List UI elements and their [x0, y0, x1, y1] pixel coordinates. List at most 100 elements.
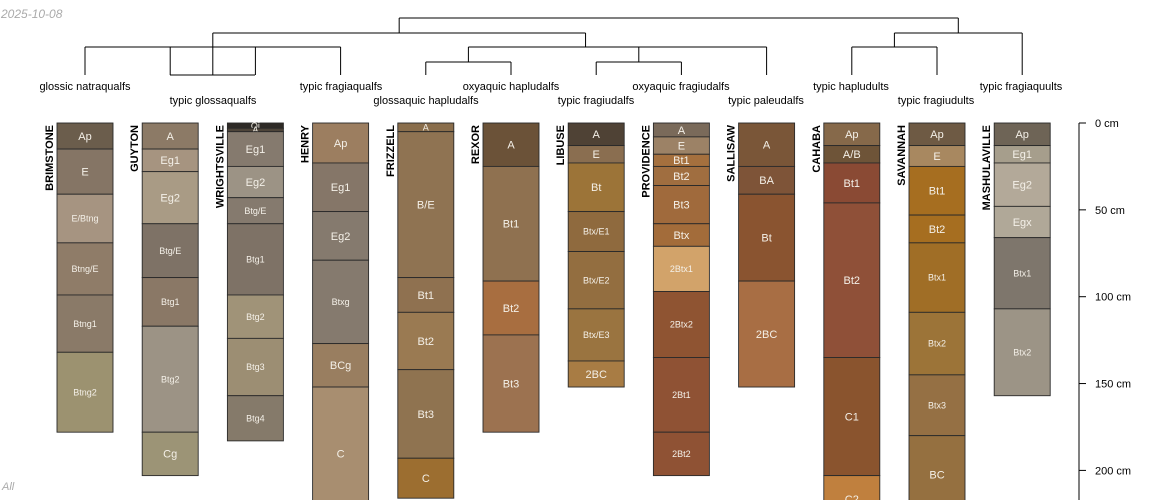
profile-name: BRIMSTONE: [44, 125, 56, 191]
horizon-ap: [312, 122, 370, 164]
horizon-eg1: [312, 162, 370, 213]
horizon-egx: [993, 205, 1051, 239]
taxon-label: oxyaquic hapludalfs: [463, 81, 560, 93]
horizon-a: [482, 122, 540, 167]
horizon-label: Btx1: [1013, 268, 1031, 278]
profile-name: PROVIDENCE: [640, 125, 652, 198]
horizon-label: Btg/E: [244, 206, 266, 216]
horizon-label: Btx2: [1013, 347, 1031, 357]
horizon-bt3: [397, 369, 455, 459]
horizon-label: C2: [845, 494, 859, 500]
horizon-label: 2Btx1: [670, 264, 693, 274]
horizon-label: E: [593, 149, 600, 161]
horizon-e/btng: [56, 193, 114, 244]
profile-providence: AE Bt1 Bt2 Bt3 Btx 2Btx1 2Btx2 2Bt1 2Bt2 PROVIDEN…: [640, 122, 710, 477]
taxon-label: typic fragiudalfs: [558, 95, 635, 107]
horizon-label: Btx1: [928, 273, 946, 283]
horizon-bt3: [652, 185, 710, 225]
horizon-c: [312, 386, 370, 500]
horizon-eg2: [312, 211, 370, 261]
horizon-label: Btx/E1: [583, 227, 610, 237]
horizon-bt1: [482, 165, 540, 282]
horizon-label: 2Bt1: [672, 390, 691, 400]
horizon-label: Bt2: [844, 275, 861, 287]
horizon-label: 2BC: [585, 369, 606, 381]
horizon-label: Bt3: [503, 378, 520, 390]
horizon-label: E: [81, 166, 88, 178]
depth-axis: 0 cm 50 cm 100 cm 150 cm 200 cm: [1078, 118, 1131, 500]
horizon-label: A: [507, 140, 515, 152]
profile-name: WRIGHTSVILLE: [214, 125, 226, 208]
horizon-label: Btng1: [73, 319, 97, 329]
horizon-label: Btx3: [928, 400, 946, 410]
horizon-c1: [823, 357, 881, 477]
horizon-label: Btxg: [332, 297, 350, 307]
taxa-labels: glossic natraqualfs typic glossaqualfs typ…: [39, 81, 1062, 107]
taxon-label: glossaquic hapludalfs: [373, 95, 479, 107]
horizon-btx/e1: [567, 211, 625, 252]
horizon-eg1: [226, 131, 284, 167]
horizon-btg/e: [226, 197, 284, 225]
horizon-label: 2BC: [756, 329, 777, 341]
horizon-label: Btg1: [246, 255, 265, 265]
horizon-2bc: [567, 360, 625, 388]
horizon-label: Eg2: [246, 177, 266, 189]
horizon-label: A/B: [843, 149, 861, 161]
horizon-btx1: [993, 237, 1051, 310]
taxon-label: typic paleudalfs: [728, 95, 804, 107]
horizon-label: Btg4: [246, 413, 265, 423]
horizon-e: [56, 148, 114, 195]
profile-henry: Ap Eg1 Eg2 Btxg BCg C HENRY: [300, 122, 370, 500]
horizon-2btx2: [652, 291, 710, 358]
horizon-bt1: [823, 162, 881, 204]
horizon-label: A: [252, 125, 258, 135]
horizon-bt3: [482, 334, 540, 433]
horizon-2bc: [738, 280, 796, 388]
horizon-label: Bt1: [844, 178, 861, 190]
horizon-ap: [56, 122, 114, 150]
horizon-label: Bt1: [673, 155, 690, 167]
horizon-label: Bt2: [418, 336, 435, 348]
horizon-label: Ap: [78, 131, 91, 143]
profile-savannah: Ap E Bt1 Bt2 Btx1 Btx2 Btx3 BC SAVANNAH: [896, 122, 966, 500]
horizon-label: Btg1: [161, 297, 180, 307]
horizon-btg2: [226, 294, 284, 339]
horizon-label: Eg1: [331, 182, 351, 194]
horizon-label: Bt2: [503, 303, 520, 315]
horizon-label: Bt1: [929, 186, 946, 198]
horizon-label: A: [167, 131, 175, 143]
horizon-label: Bt2: [929, 224, 946, 236]
profile-name: FRIZZELL: [385, 125, 397, 177]
horizon-b/e: [397, 131, 455, 279]
horizon-label: Btx/E3: [583, 330, 610, 340]
axis-tick-label: 150 cm: [1095, 379, 1131, 391]
horizon-btng/e: [56, 242, 114, 296]
horizon-c2: [823, 475, 881, 500]
horizon-label: Bt1: [503, 219, 520, 231]
horizon-label: A: [763, 140, 771, 152]
taxon-label: typic hapludults: [813, 81, 889, 93]
horizon-label: A: [678, 125, 686, 137]
horizon-bt2: [908, 214, 966, 244]
horizon-c: [397, 457, 455, 499]
horizon-label: Bt3: [418, 409, 435, 421]
profile-frizzell: A B/E Bt1 Bt2 Bt3 C FRIZZELL: [385, 122, 455, 499]
corner-label: All: [2, 481, 15, 493]
horizon-label: Btg/E: [159, 246, 181, 256]
profile-libuse: AE Bt Btx/E1 Btx/E2 Btx/E3 2BC LIBUSE: [555, 122, 625, 388]
horizon-label: 2Bt2: [672, 449, 691, 459]
horizon-bt1: [397, 277, 455, 313]
taxon-label: typic glossaqualfs: [170, 95, 257, 107]
horizon-label: C1: [845, 411, 859, 423]
horizon-btx2: [993, 308, 1051, 397]
horizon-label: BCg: [330, 360, 351, 372]
horizon-label: 2Btx2: [670, 320, 693, 330]
profile-brimstone: Ap E E/Btng Btng/E Btng1 Btng2 BRIMSTONE: [44, 122, 114, 433]
horizon-btx2: [908, 311, 966, 376]
profile-name: MASHULAVILLE: [981, 125, 993, 210]
horizon-label: Oi: [251, 121, 260, 131]
horizon-label: C: [422, 473, 430, 485]
horizon-btx/e3: [567, 308, 625, 362]
profile-name: LIBUSE: [555, 125, 567, 165]
